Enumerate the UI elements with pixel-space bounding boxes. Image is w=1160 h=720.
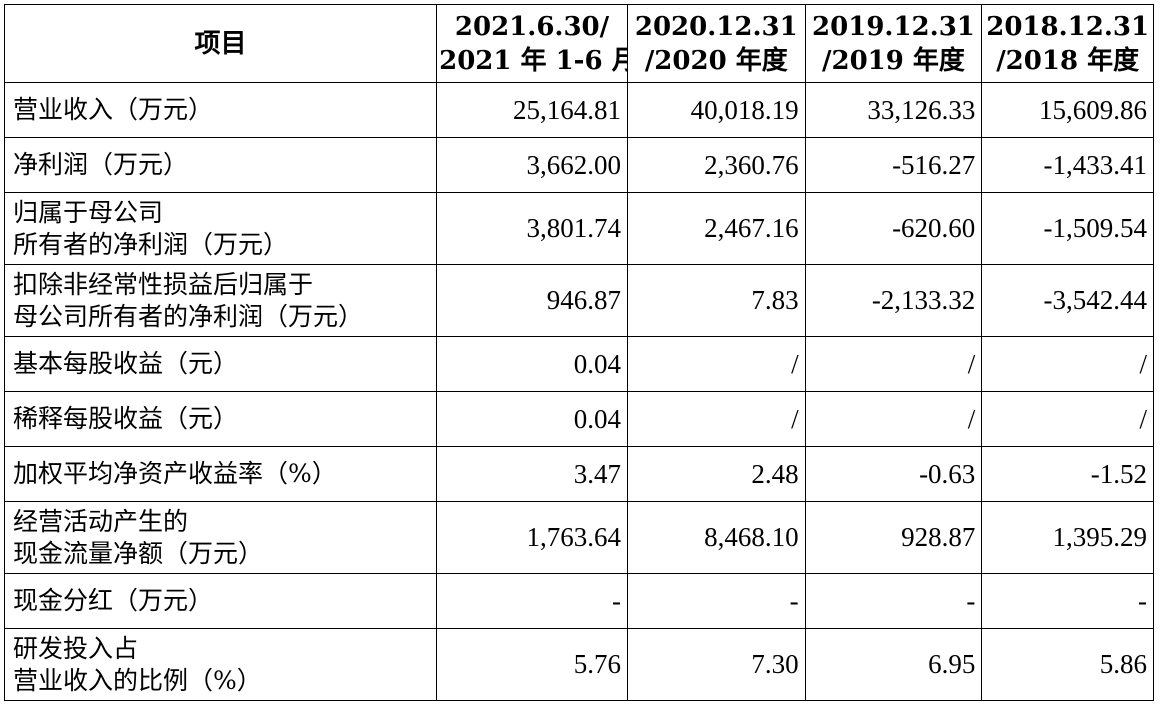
cell-value: / (804, 391, 983, 447)
cell-value: 3,801.74 (436, 192, 628, 265)
table-row-cash-dividend: 现金分红（万元） - - - - (3, 573, 1154, 629)
cell-value: 33,126.33 (804, 82, 983, 138)
header-item: 项目 (3, 4, 438, 83)
header-period-2021h1: 2021.6.30/2021 年 1-6 月 (436, 4, 628, 83)
row-label: 基本每股收益（元） (3, 336, 438, 392)
cell-value: 25,164.81 (436, 82, 628, 138)
cell-value: -0.63 (804, 446, 983, 502)
cell-value: -516.27 (804, 137, 983, 193)
table-row-net-profit-deducted: 扣除非经常性损益后归属于 母公司所有者的净利润（万元） 946.87 7.83 -… (3, 264, 1154, 337)
row-label: 归属于母公司 所有者的净利润（万元） (3, 192, 438, 265)
cell-value: - (626, 573, 806, 629)
table-row-roe: 加权平均净资产收益率（%） 3.47 2.48 -0.63 -1.52 (3, 446, 1154, 502)
header-period-2020: 2020.12.31/2020 年度 (626, 4, 806, 83)
row-label: 经营活动产生的 现金流量净额（万元） (3, 501, 438, 574)
table-row-basic-eps: 基本每股收益（元） 0.04 / / / (3, 336, 1154, 392)
cell-value: 7.30 (626, 628, 806, 701)
table-row-operating-cash-flow: 经营活动产生的 现金流量净额（万元） 1,763.64 8,468.10 928.… (3, 501, 1154, 574)
cell-value: 0.04 (436, 336, 628, 392)
cell-value: 6.95 (804, 628, 983, 701)
cell-value: / (804, 336, 983, 392)
table-row-rd-ratio: 研发投入占 营业收入的比例（%） 5.76 7.30 6.95 5.86 (3, 628, 1154, 701)
cell-value: 3.47 (436, 446, 628, 502)
cell-value: - (981, 573, 1154, 629)
cell-value: 0.04 (436, 391, 628, 447)
cell-value: 5.76 (436, 628, 628, 701)
cell-value: -1,509.54 (981, 192, 1154, 265)
header-period-2019: 2019.12.31/2019 年度 (804, 4, 983, 83)
cell-value: 2,360.76 (626, 137, 806, 193)
financial-table-container: 项目 2021.6.30/2021 年 1-6 月 2020.12.31/202… (3, 4, 1154, 701)
cell-value: -2,133.32 (804, 264, 983, 337)
cell-value: -1,433.41 (981, 137, 1154, 193)
cell-value: - (804, 573, 983, 629)
header-period-2018: 2018.12.31/2018 年度 (981, 4, 1154, 83)
cell-value: / (981, 336, 1154, 392)
cell-value: 2.48 (626, 446, 806, 502)
cell-value: / (626, 336, 806, 392)
row-label: 扣除非经常性损益后归属于 母公司所有者的净利润（万元） (3, 264, 438, 337)
cell-value: 3,662.00 (436, 137, 628, 193)
cell-value: 5.86 (981, 628, 1154, 701)
row-label: 现金分红（万元） (3, 573, 438, 629)
table-row-revenue: 营业收入（万元） 25,164.81 40,018.19 33,126.33 1… (3, 82, 1154, 138)
cell-value: 8,468.10 (626, 501, 806, 574)
row-label: 净利润（万元） (3, 137, 438, 193)
cell-value: / (626, 391, 806, 447)
cell-value: 7.83 (626, 264, 806, 337)
cell-value: 15,609.86 (981, 82, 1154, 138)
row-label: 营业收入（万元） (3, 82, 438, 138)
cell-value: 928.87 (804, 501, 983, 574)
row-label: 稀释每股收益（元） (3, 391, 438, 447)
table-row-net-profit-parent: 归属于母公司 所有者的净利润（万元） 3,801.74 2,467.16 -620… (3, 192, 1154, 265)
table-header-row: 项目 2021.6.30/2021 年 1-6 月 2020.12.31/202… (3, 4, 1154, 83)
row-label: 加权平均净资产收益率（%） (3, 446, 438, 502)
cell-value: 1,763.64 (436, 501, 628, 574)
table-row-net-profit: 净利润（万元） 3,662.00 2,360.76 -516.27 -1,433… (3, 137, 1154, 193)
cell-value: / (981, 391, 1154, 447)
table-row-diluted-eps: 稀释每股收益（元） 0.04 / / / (3, 391, 1154, 447)
cell-value: -1.52 (981, 446, 1154, 502)
cell-value: -620.60 (804, 192, 983, 265)
cell-value: 40,018.19 (626, 82, 806, 138)
cell-value: 2,467.16 (626, 192, 806, 265)
cell-value: -3,542.44 (981, 264, 1154, 337)
cell-value: 1,395.29 (981, 501, 1154, 574)
cell-value: 946.87 (436, 264, 628, 337)
row-label: 研发投入占 营业收入的比例（%） (3, 628, 438, 701)
cell-value: - (436, 573, 628, 629)
financial-summary-table: 项目 2021.6.30/2021 年 1-6 月 2020.12.31/202… (3, 4, 1154, 701)
